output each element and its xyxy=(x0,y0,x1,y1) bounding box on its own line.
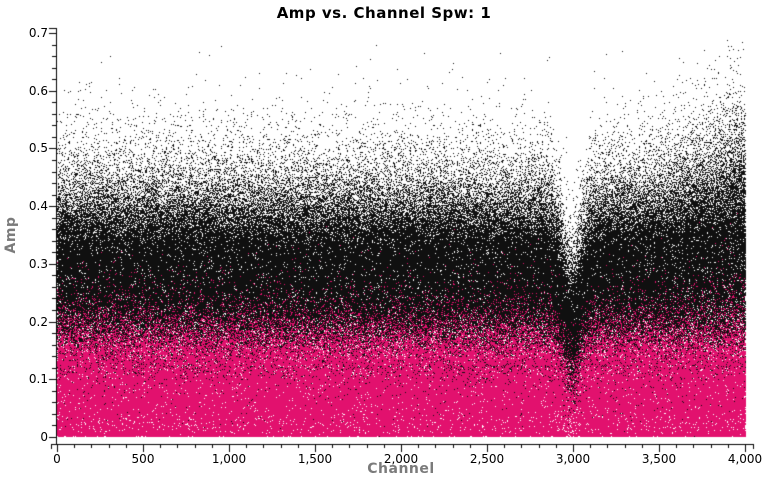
x-tick-label: 4,000 xyxy=(727,452,763,466)
y-tick-label: 0 xyxy=(40,430,48,444)
x-axis-title: Channel xyxy=(367,461,435,477)
y-tick-label: 0.6 xyxy=(28,84,48,98)
y-axis-title: Amp xyxy=(3,216,19,254)
y-tick-label: 0.5 xyxy=(28,141,48,155)
x-tick-label: 2,500 xyxy=(469,452,505,466)
y-tick-label: 0.3 xyxy=(28,257,48,271)
y-tick-label: 0.1 xyxy=(28,372,48,386)
x-tick-label: 1,500 xyxy=(297,452,333,466)
x-tick-label: 500 xyxy=(131,452,155,466)
y-tick-label: 0.7 xyxy=(28,26,48,40)
plot-title: Amp vs. Channel Spw: 1 xyxy=(276,4,492,22)
x-tick-label: 0 xyxy=(53,452,61,466)
x-tick-label: 2,000 xyxy=(383,452,419,466)
x-tick-label: 3,000 xyxy=(555,452,591,466)
x-tick-label: 3,500 xyxy=(641,452,677,466)
x-tick-label: 1,000 xyxy=(211,452,247,466)
y-tick-label: 0.4 xyxy=(28,199,48,213)
y-tick-label: 0.2 xyxy=(28,315,48,329)
